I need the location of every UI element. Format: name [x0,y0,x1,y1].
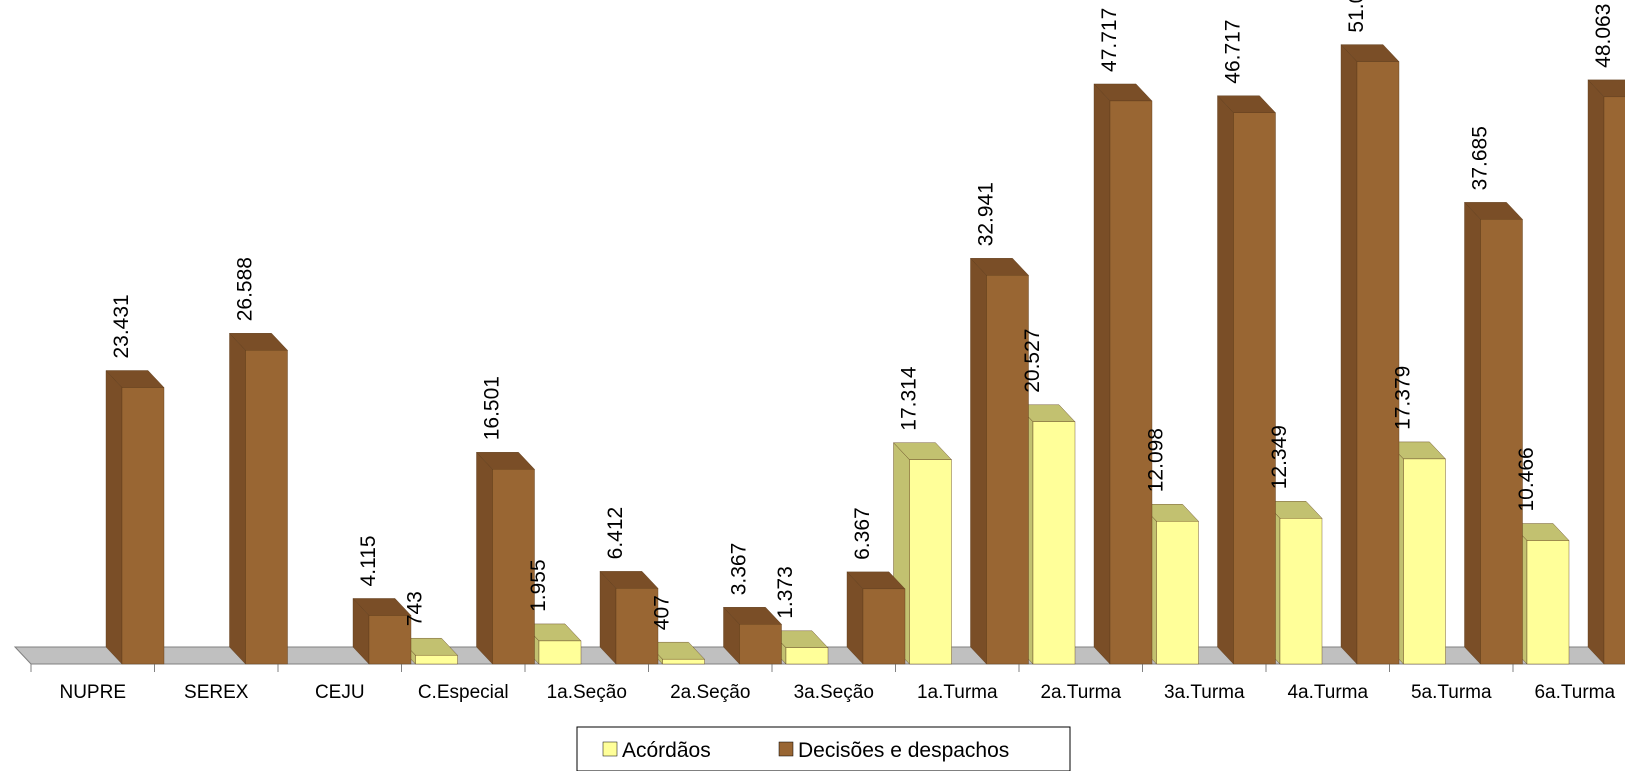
data-label-decisoes: 26.588 [234,257,257,321]
x-tick-label: 5a.Turma [1411,682,1492,703]
data-label-decisoes: 48.063 [1592,4,1615,68]
data-label-acordaos: 743 [404,591,427,626]
bar-decisoes [846,571,906,665]
data-label-decisoes: 6.412 [604,507,627,560]
data-label-acordaos: 17.379 [1392,366,1415,430]
bar-decisoes [723,606,782,665]
bar-decisoes [1093,83,1153,665]
bar-front [1356,61,1400,665]
bar-front [662,658,705,665]
legend: Acórdãos Decisões e despachos [576,726,1071,771]
bar-front [1279,518,1323,665]
legend-swatch-decisoes [778,741,794,757]
bar-side [1093,83,1111,665]
data-label-acordaos: 407 [651,595,674,630]
data-label-acordaos: 17.314 [898,366,921,431]
bar-side [1217,95,1234,665]
x-tick-label: 4a.Turma [1287,682,1368,703]
bar-decisoes [1464,201,1523,665]
data-labels: 743 1.955 407 1.373 17.314 20.527 12.098 12.349… [110,0,1615,630]
x-tick-label: 1a.Turma [917,682,998,703]
data-label-decisoes: 32.941 [975,182,998,246]
data-label-acordaos: 1.955 [527,559,550,612]
data-label-decisoes: 16.501 [481,376,504,440]
bar-front [1156,521,1199,665]
bar-decisoes [105,370,165,665]
bar-side [1340,44,1358,665]
bar-front [1233,112,1276,665]
bar-front [1526,540,1570,665]
bar-front [909,459,952,665]
bar-decisoes [1340,44,1400,665]
bar-front [1109,100,1153,665]
x-tick-label: 2a.Seção [670,682,750,703]
bar-front [492,469,535,665]
bar-front [415,655,458,665]
bar-front [862,588,906,665]
data-label-decisoes: 51.050 [1345,0,1368,33]
bar-side [970,257,987,665]
bar-front [1403,458,1446,665]
data-label-decisoes: 47.717 [1098,8,1121,72]
data-label-decisoes: 4.115 [357,535,380,586]
bar-front [121,387,165,665]
bar-front [1603,96,1625,665]
x-tick-label: NUPRE [59,682,126,703]
bar-front [1032,421,1076,665]
data-label-decisoes: 37.685 [1469,126,1492,190]
bar-front [986,275,1029,665]
x-tick-label: 6a.Turma [1534,682,1615,703]
bar-front [615,588,659,665]
bar-side [1587,79,1605,665]
legend-box [576,726,1071,771]
bar-decisoes [1217,95,1276,665]
x-tick-label: 3a.Seção [794,682,874,703]
bar-decisoes [352,597,412,665]
data-label-acordaos: 10.466 [1515,447,1538,511]
data-label-acordaos: 1.373 [774,566,797,619]
bar-top [1587,79,1625,98]
x-tick-label: 2a.Turma [1040,682,1121,703]
x-axis: NUPRE SEREX CEJU C.Especial 1a.Seção 2a.Seção… [30,663,1625,703]
bar-decisoes [599,570,659,665]
legend-swatch-acordaos [602,741,618,757]
bar-decisoes [476,451,535,665]
bar-decisoes [229,332,288,665]
bar-front [538,640,582,665]
bar-front [245,350,288,665]
bar-side [1464,201,1481,665]
x-tick-label: 1a.Seção [547,682,627,703]
data-label-decisoes: 23.431 [110,294,133,358]
bar-front [739,624,782,665]
bars [105,44,1625,665]
data-label-acordaos: 12.098 [1145,428,1168,492]
bar-front [368,615,412,665]
data-label-decisoes: 46.717 [1222,20,1245,84]
data-label-decisoes: 6.367 [851,507,874,560]
data-label-acordaos: 12.349 [1268,425,1291,489]
bar-side [105,370,123,665]
bar-decisoes [1587,79,1625,665]
x-tick-label: 3a.Turma [1164,682,1245,703]
x-tick-label: CEJU [315,682,365,703]
x-tick-label: C.Especial [418,682,509,703]
bar-decisoes [970,257,1029,665]
bar-side [476,451,493,665]
bar-front [1480,219,1523,665]
x-tick-label: SEREX [184,682,249,703]
bar-front [785,647,829,665]
legend-label-decisoes: Decisões e despachos [798,739,1009,762]
legend-label-acordaos: Acórdãos [622,739,711,762]
data-label-acordaos: 20.527 [1021,329,1044,393]
data-label-decisoes: 3.367 [728,543,751,596]
bar-side [229,332,246,665]
